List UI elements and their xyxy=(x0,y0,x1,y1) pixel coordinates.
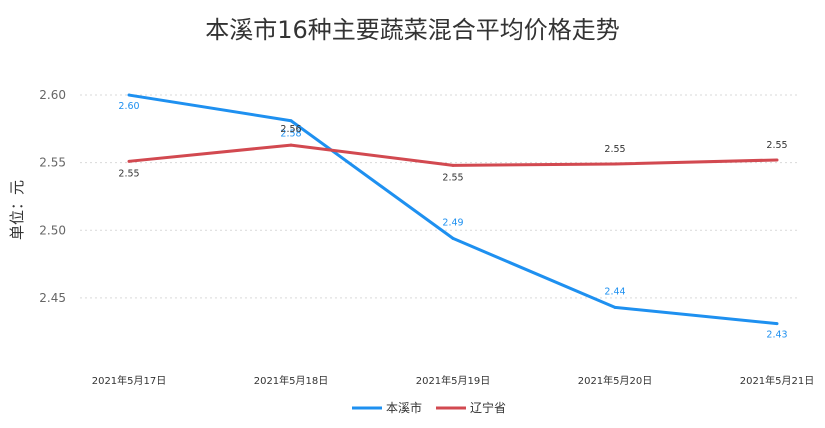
x-tick-label: 2021年5月20日 xyxy=(578,374,653,387)
data-label: 2.44 xyxy=(604,286,625,297)
x-tick-label: 2021年5月19日 xyxy=(416,374,491,387)
x-tick-label: 2021年5月18日 xyxy=(254,374,329,387)
legend-label[interactable]: 本溪市 xyxy=(386,400,422,415)
y-tick-label: 2.50 xyxy=(39,223,66,237)
data-label: 2.56 xyxy=(280,124,301,135)
data-point[interactable] xyxy=(613,305,617,309)
x-tick-label: 2021年5月21日 xyxy=(740,374,815,387)
data-point[interactable] xyxy=(451,236,455,240)
data-point[interactable] xyxy=(127,93,131,97)
data-label: 2.55 xyxy=(118,168,139,179)
data-label: 2.58 xyxy=(280,129,301,140)
data-label: 2.55 xyxy=(766,140,787,151)
data-label: 2.43 xyxy=(766,330,787,341)
legend-label[interactable]: 辽宁省 xyxy=(470,400,506,415)
data-point[interactable] xyxy=(613,162,617,166)
grid-layer xyxy=(80,94,800,299)
y-axis-ticks: 2.45 2.50 2.55 2.60 xyxy=(39,88,66,305)
series-layer xyxy=(127,93,779,326)
data-point[interactable] xyxy=(451,163,455,167)
data-point[interactable] xyxy=(775,322,779,326)
y-tick-label: 2.45 xyxy=(39,291,66,305)
data-label: 2.55 xyxy=(604,144,625,155)
x-tick-label: 2021年5月17日 xyxy=(92,374,167,387)
chart-title: 本溪市16种主要蔬菜混合平均价格走势 xyxy=(205,16,620,44)
data-point[interactable] xyxy=(775,158,779,162)
data-label: 2.49 xyxy=(442,217,463,228)
data-label: 2.60 xyxy=(118,101,139,112)
y-tick-label: 2.60 xyxy=(39,88,66,102)
y-tick-label: 2.55 xyxy=(39,156,66,170)
series-line-0[interactable] xyxy=(128,93,778,326)
data-point[interactable] xyxy=(127,159,131,163)
data-label-layer: 2.60 2.58 2.49 2.44 2.43 2.55 2.56 2.55 2.55 2.55 xyxy=(118,101,787,341)
x-axis-ticks: 2021年5月17日 2021年5月18日 2021年5月19日 2021年5月20日… xyxy=(92,374,815,387)
y-axis-label: 单位：元 xyxy=(8,180,26,240)
legend[interactable]: 本溪市 辽宁省 xyxy=(352,400,506,415)
data-label: 2.55 xyxy=(442,172,463,183)
data-point[interactable] xyxy=(289,143,293,147)
data-point[interactable] xyxy=(289,119,293,123)
